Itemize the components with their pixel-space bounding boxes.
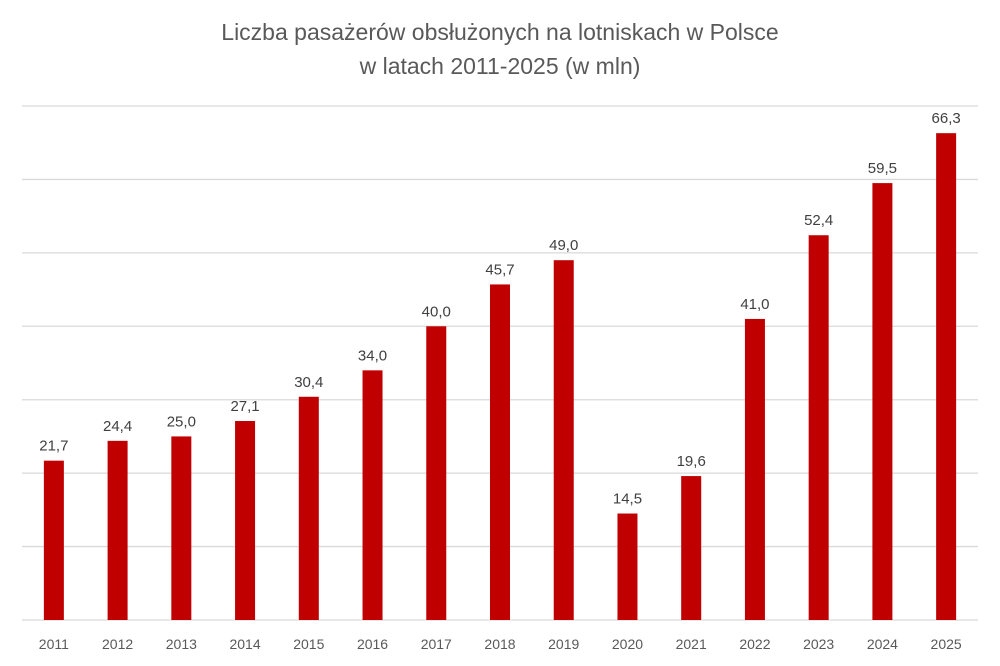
bar-2012 xyxy=(107,440,128,620)
data-label-2020: 14,5 xyxy=(613,491,642,508)
data-label-2017: 40,0 xyxy=(422,303,451,320)
x-tick-2018: 2018 xyxy=(484,636,515,652)
x-tick-2016: 2016 xyxy=(357,636,388,652)
x-tick-2013: 2013 xyxy=(166,636,197,652)
data-label-2013: 25,0 xyxy=(167,413,196,430)
data-label-2023: 52,4 xyxy=(804,212,833,229)
bars xyxy=(43,133,957,620)
x-tick-2025: 2025 xyxy=(931,636,962,652)
bar-2017 xyxy=(426,326,447,620)
data-label-2022: 41,0 xyxy=(740,296,769,313)
x-tick-2023: 2023 xyxy=(803,636,834,652)
bar-2021 xyxy=(681,476,702,620)
bar-2016 xyxy=(362,370,383,620)
x-tick-2014: 2014 xyxy=(229,636,260,652)
data-label-2015: 30,4 xyxy=(294,374,323,391)
x-tick-2011: 2011 xyxy=(39,636,69,652)
bar-2018 xyxy=(490,284,510,620)
chart-title-line-1: Liczba pasażerów obsłużonych na lotniska… xyxy=(221,19,778,45)
chart-title-line-2: w latach 2011-2025 (w mln) xyxy=(359,53,641,79)
data-label-2011: 21,7 xyxy=(39,438,68,455)
data-label-2024: 59,5 xyxy=(868,160,897,177)
bar-2015 xyxy=(298,396,319,620)
x-tick-2012: 2012 xyxy=(102,636,133,652)
data-label-2014: 27,1 xyxy=(230,398,259,415)
x-tick-2017: 2017 xyxy=(421,636,452,652)
x-tick-2019: 2019 xyxy=(548,636,579,652)
bar-2024 xyxy=(872,183,893,620)
x-tick-2020: 2020 xyxy=(612,636,643,652)
bar-2023 xyxy=(808,235,829,620)
x-tick-2022: 2022 xyxy=(739,636,770,652)
data-label-2018: 45,7 xyxy=(485,261,514,278)
bar-2014 xyxy=(235,421,256,620)
data-label-2016: 34,0 xyxy=(358,347,387,364)
bar-2025 xyxy=(936,133,957,620)
data-label-2025: 66,3 xyxy=(932,110,961,127)
bar-2013 xyxy=(171,436,192,620)
data-label-2019: 49,0 xyxy=(549,237,578,254)
bar-2011 xyxy=(43,460,64,620)
data-labels: 21,7 24,4 25,0 27,1 30,4 34,0 40,0 45,7 49,0 14,5… xyxy=(39,110,960,507)
data-label-2012: 24,4 xyxy=(103,418,132,435)
bar-2019 xyxy=(553,260,574,620)
x-tick-2015: 2015 xyxy=(293,636,324,652)
x-tick-2021: 2021 xyxy=(676,636,707,652)
bar-2022 xyxy=(744,318,765,620)
x-axis-ticks: 2011 2012 2013 2014 2015 2016 2017 2018 2019 2020… xyxy=(39,636,962,652)
bar-2020 xyxy=(617,513,638,620)
x-tick-2024: 2024 xyxy=(867,636,898,652)
data-label-2021: 19,6 xyxy=(677,453,706,470)
